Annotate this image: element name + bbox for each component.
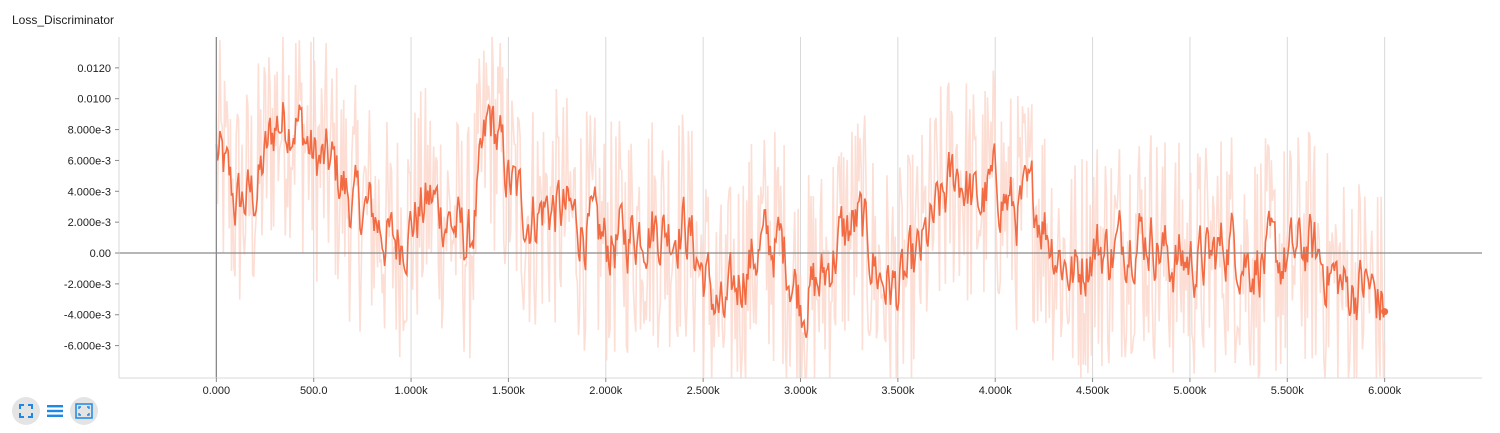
smoothed-loss-line — [215, 102, 1386, 338]
y-tick-label: 8.000e-3 — [68, 125, 111, 137]
chart-title: Loss_Discriminator — [12, 13, 115, 27]
y-tick-label: -6.000e-3 — [64, 341, 111, 353]
x-tick-label: 2.500k — [687, 385, 721, 395]
x-tick-label: 4.000k — [979, 385, 1013, 395]
raw-series — [215, 36, 1386, 379]
y-tick-label: 4.000e-3 — [68, 186, 111, 198]
smoothed-series — [215, 102, 1389, 338]
y-tick-label: 6.000e-3 — [68, 155, 111, 167]
reset-zoom-button[interactable] — [70, 397, 98, 425]
x-tick-label: 1.500k — [492, 385, 526, 395]
fit-domain-button[interactable] — [12, 397, 40, 425]
reset-zoom-icon — [75, 403, 93, 419]
x-tick-label: 4.500k — [1076, 385, 1110, 395]
y-tick-label: -4.000e-3 — [64, 310, 111, 322]
x-tick-label: 2.000k — [589, 385, 623, 395]
x-tick-label: 3.000k — [784, 385, 818, 395]
y-axis-ticks: -6.000e-3 -4.000e-3 -2.000e-3 0.00 2.000e-3 4… — [64, 63, 119, 353]
y-tick-label: 0.00 — [90, 248, 111, 260]
fit-domain-icon — [19, 404, 33, 418]
last-point-marker — [1381, 308, 1389, 316]
x-tick-label: 500.0 — [300, 385, 328, 395]
y-tick-label: 2.000e-3 — [68, 217, 111, 229]
x-tick-label: 5.500k — [1271, 385, 1305, 395]
y-tick-label: 0.0100 — [77, 94, 111, 106]
toggle-log-scale-button[interactable] — [41, 397, 69, 425]
x-tick-label: 0.000 — [203, 385, 231, 395]
loss-chart[interactable]: -6.000e-3 -4.000e-3 -2.000e-3 0.00 2.000e-3 4… — [0, 0, 1500, 395]
x-tick-label: 3.500k — [881, 385, 915, 395]
x-tick-label: 1.000k — [395, 385, 429, 395]
x-tick-label: 6.000k — [1368, 385, 1402, 395]
raw-loss-line — [215, 36, 1386, 379]
y-tick-label: -2.000e-3 — [64, 279, 111, 291]
toggle-log-scale-icon — [47, 405, 63, 417]
y-tick-label: 0.0120 — [77, 63, 111, 75]
chart-toolbar — [12, 397, 99, 425]
x-tick-label: 5.000k — [1173, 385, 1207, 395]
x-axis-ticks: 0.000 500.0 1.000k 1.500k 2.000k 2.500k 3.000k… — [203, 378, 1402, 395]
